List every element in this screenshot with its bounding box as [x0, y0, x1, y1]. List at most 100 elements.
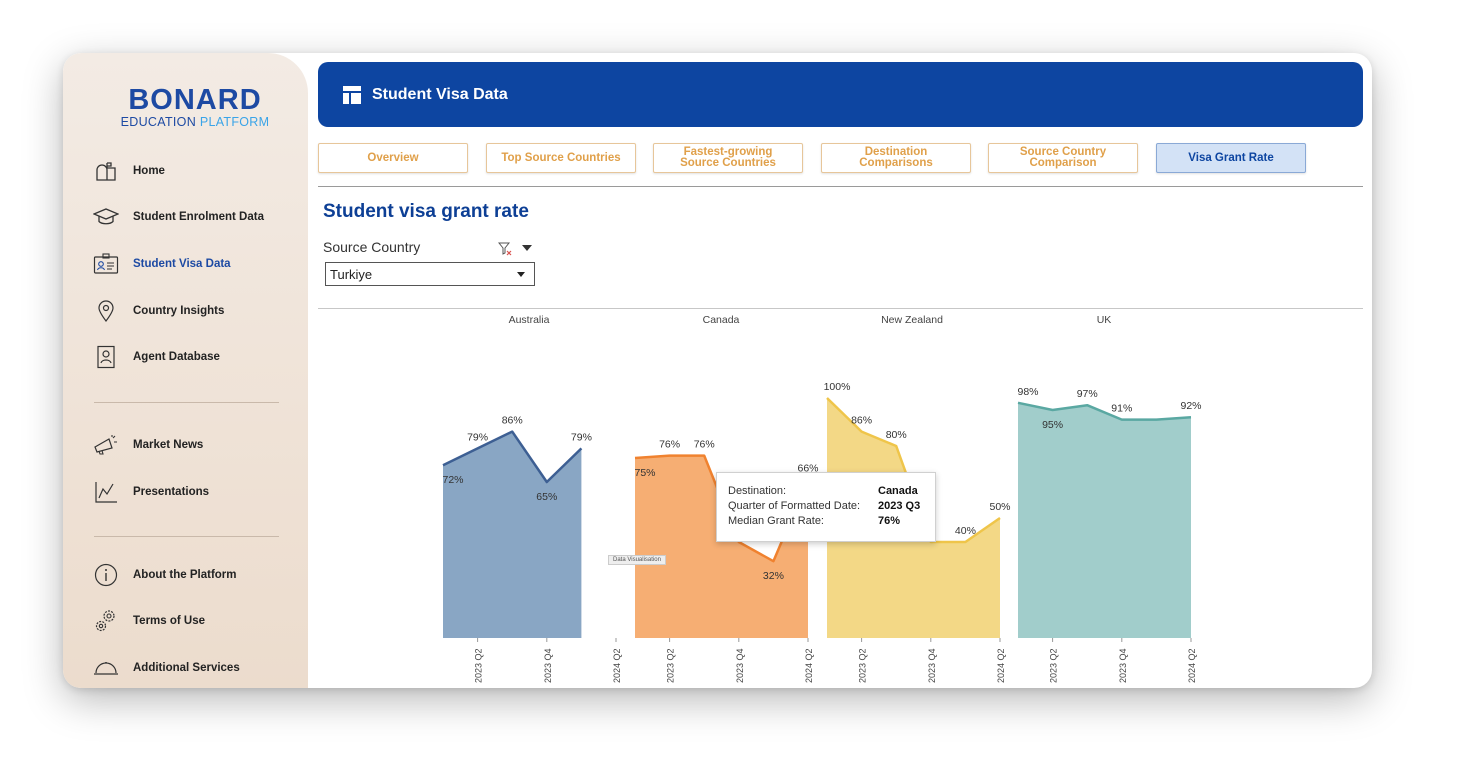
brand-sub-a: EDUCATION [120, 115, 197, 129]
tooltip-value: 2023 Q3 [878, 500, 921, 512]
data-label: 91% [1111, 403, 1132, 415]
sidebar-item-label: Terms of Use [133, 615, 206, 627]
sidebar-item-terms-of-use[interactable]: Terms of Use [93, 606, 205, 636]
tab-label: Fastest-growing Source Countries [680, 146, 776, 169]
tick-label: 2023 Q4 [927, 648, 937, 683]
tooltip-key: Quarter of Formatted Date: [728, 500, 861, 512]
sidebar-item-label: Presentations [133, 486, 210, 498]
data-label: 95% [1042, 419, 1063, 431]
clear-filter-icon[interactable] [497, 242, 512, 256]
tab-top-source-countries[interactable]: Top Source Countries [486, 143, 636, 173]
megaphone-icon [93, 432, 119, 458]
data-label: 86% [502, 415, 523, 427]
sidebar-item-presentations[interactable]: Presentations [93, 477, 209, 507]
tick-label: 2023 Q2 [858, 648, 868, 683]
tick-label: 2024 Q2 [804, 648, 814, 683]
app-window: BONARD EDUCATION PLATFORM Home Student E… [63, 53, 1372, 688]
sidebar-item-student-enrolment-data[interactable]: Student Enrolment Data [93, 202, 264, 232]
brand-subtitle: EDUCATION PLATFORM [115, 115, 275, 129]
area-canada [635, 455, 808, 638]
tick-label: 2023 Q2 [666, 648, 676, 683]
sidebar-item-label: Student Enrolment Data [133, 211, 264, 223]
sidebar-item-country-insights[interactable]: Country Insights [93, 296, 224, 326]
tick-label: 2023 Q4 [1118, 648, 1128, 683]
sidebar-item-student-visa-data[interactable]: Student Visa Data [93, 249, 231, 279]
data-label: 76% [659, 439, 680, 451]
header-title: Student Visa Data [372, 85, 508, 103]
chevron-down-icon [517, 272, 525, 277]
sidebar-item-agent-database[interactable]: Agent Database [93, 342, 220, 372]
data-label: 98% [1017, 386, 1038, 398]
page-title: Student visa grant rate [323, 201, 529, 222]
data-label: 75% [634, 467, 655, 479]
brand-logo[interactable]: BONARD EDUCATION PLATFORM [115, 85, 275, 129]
filter-menu-icon[interactable] [522, 245, 532, 251]
tooltip-value: Canada [878, 485, 918, 497]
sidebar-item-home[interactable]: Home [93, 156, 165, 186]
brand-name: BONARD [128, 84, 262, 116]
tab-overview[interactable]: Overview [318, 143, 468, 173]
chart-divider [318, 308, 1363, 309]
data-label: 32% [763, 570, 784, 582]
source-country-value: Turkiye [330, 266, 373, 282]
gears-icon [93, 608, 119, 634]
tooltip-value: 76% [878, 515, 901, 527]
panel-header-new-zealand: New Zealand [881, 314, 943, 326]
data-label: 86% [851, 415, 872, 427]
data-label: 80% [886, 429, 907, 441]
data-label: 79% [467, 431, 488, 443]
data-label: 40% [955, 525, 976, 537]
line-australia [442, 430, 583, 484]
tab-label: Destination Comparisons [859, 146, 933, 169]
sidebar-divider [94, 536, 279, 537]
dashboard-icon [342, 85, 362, 105]
sidebar-item-label: Market News [133, 439, 204, 451]
data-label: 65% [536, 491, 557, 503]
chart-tooltip: Destination: Canada Quarter of Formatted … [716, 472, 936, 542]
data-label: 76% [694, 439, 715, 451]
area-uk [1018, 402, 1191, 638]
data-label: 92% [1180, 400, 1201, 412]
panel-header-uk: UK [1097, 314, 1112, 326]
sidebar-item-label: Student Visa Data [133, 258, 231, 270]
tick-label: 2024 Q2 [996, 648, 1006, 683]
tab-label: Top Source Countries [501, 151, 621, 164]
sidebar-item-about-the-platform[interactable]: About the Platform [93, 560, 237, 590]
graduation-cap-icon [93, 204, 119, 230]
panel-header-canada: Canada [703, 314, 740, 326]
data-label: 66% [797, 463, 818, 475]
tick-label: 2023 Q2 [1049, 648, 1059, 683]
tick-label: 2023 Q4 [735, 648, 745, 683]
panel-header-australia: Australia [509, 314, 550, 326]
mailbox-icon [93, 158, 119, 184]
brand-sub-b: PLATFORM [199, 115, 270, 129]
data-label: 100% [824, 381, 851, 393]
tick-label: 2024 Q2 [1187, 648, 1197, 683]
sidebar-item-additional-services[interactable]: Additional Services [93, 653, 240, 683]
contact-book-icon [93, 344, 119, 370]
tab-label: Visa Grant Rate [1188, 151, 1274, 164]
line-uk [1017, 401, 1192, 421]
id-card-icon [93, 251, 119, 277]
sidebar-item-label: About the Platform [133, 569, 237, 581]
tab-fastest-growing-source-countries[interactable]: Fastest-growing Source Countries [653, 143, 803, 173]
sidebar-item-label: Country Insights [133, 305, 225, 317]
tab-destination-comparisons[interactable]: Destination Comparisons [821, 143, 971, 173]
tab-visa-grant-rate[interactable]: Visa Grant Rate [1156, 143, 1306, 173]
tooltip-key: Destination: [728, 485, 787, 497]
info-icon [93, 562, 119, 588]
sidebar: BONARD EDUCATION PLATFORM Home Student E… [63, 53, 308, 688]
data-label: 79% [571, 431, 592, 443]
sidebar-item-market-news[interactable]: Market News [93, 430, 203, 460]
tab-source-country-comparison[interactable]: Source Country Comparison [988, 143, 1138, 173]
data-label: 72% [442, 474, 463, 486]
sidebar-item-label: Agent Database [133, 351, 220, 363]
area-australia [443, 431, 582, 638]
grant-rate-chart: Australia 72% 79% 86% 65% 79% 2023 Q2 2023 Q4 20… [442, 314, 1202, 683]
tick-label: 2024 Q2 [612, 648, 622, 683]
location-pin-icon [93, 298, 119, 324]
service-bell-icon [93, 655, 119, 681]
source-country-select[interactable]: Turkiye [325, 262, 535, 286]
data-visualisation-tag: Data Visualisation [608, 555, 666, 565]
line-chart-icon [93, 479, 119, 505]
